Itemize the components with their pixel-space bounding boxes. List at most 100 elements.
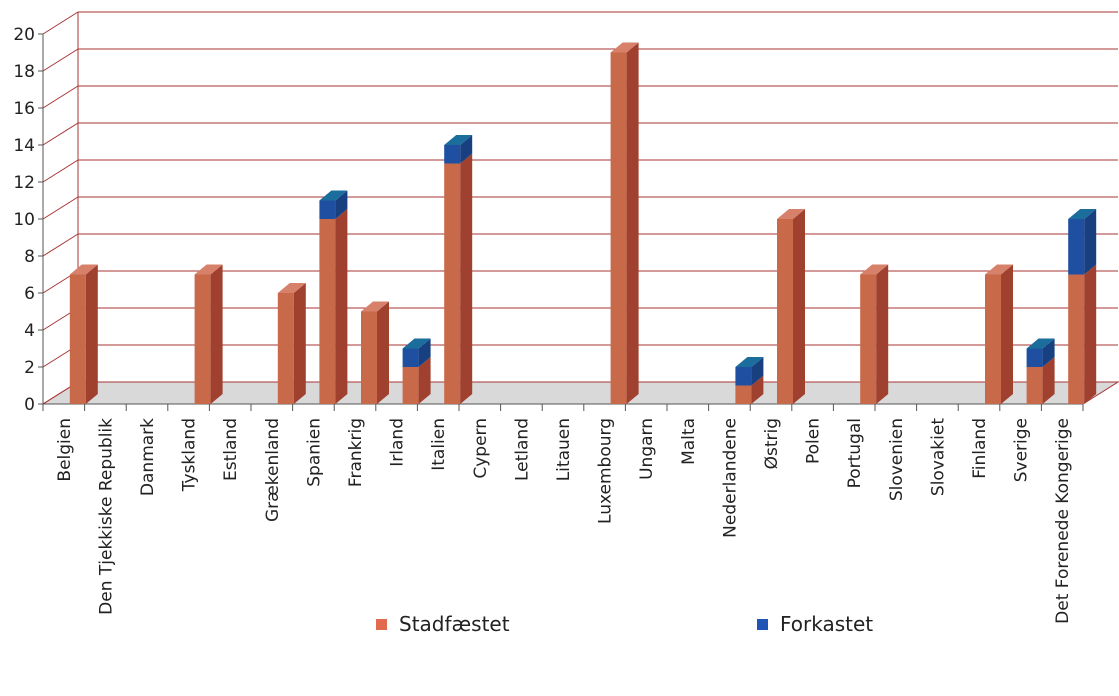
bar-front xyxy=(1026,367,1043,404)
bar-top xyxy=(402,338,431,349)
bar-top xyxy=(985,264,1013,275)
bar-segment xyxy=(444,135,473,164)
bar-segment xyxy=(777,209,805,404)
bar-side xyxy=(210,264,223,404)
bar-top xyxy=(1026,338,1055,349)
y-tick-label: 18 xyxy=(13,62,35,82)
bar-segment xyxy=(319,190,348,219)
bar-top xyxy=(277,283,306,293)
bar-side xyxy=(418,338,431,367)
bar-segment xyxy=(860,264,889,404)
bar-side xyxy=(460,153,473,404)
y-axis-ticks: 0 2 4 6 8 10 12 14 16 18 20 xyxy=(13,25,44,415)
x-tick-label: Danmark xyxy=(138,418,158,496)
x-tick-label: Italien xyxy=(429,418,449,471)
bar-front xyxy=(860,274,877,404)
x-tick-label: Letland xyxy=(512,418,532,481)
bar-side xyxy=(335,190,348,219)
x-tick-label: Nederlandene xyxy=(720,418,740,538)
bar-side xyxy=(1001,264,1013,404)
legend-item-stadfaestet: Stadfæstet xyxy=(376,612,510,636)
legend-item-forkastet: Forkastet xyxy=(757,612,873,636)
bar-front xyxy=(1068,219,1085,275)
y-tick-label: 6 xyxy=(24,284,35,304)
bar-top xyxy=(735,357,764,367)
legend-label-stadfaestet: Stadfæstet xyxy=(399,612,510,636)
y-tick-label: 10 xyxy=(13,210,35,230)
bar-side xyxy=(1084,209,1097,275)
x-tick-label: Sverige xyxy=(1012,418,1032,482)
bar-side xyxy=(377,301,389,404)
y-tick-label: 2 xyxy=(24,358,35,378)
x-tick-label: Slovenien xyxy=(887,418,907,501)
bar-front xyxy=(402,367,419,404)
x-tick-label: Litauen xyxy=(554,418,574,481)
x-tick-label: Irland xyxy=(388,418,408,467)
gridlines xyxy=(42,11,1118,405)
bar-segment xyxy=(444,153,473,404)
x-tick-label: Polen xyxy=(804,418,824,464)
bar-front xyxy=(777,219,793,404)
x-tick-label: Tyskland xyxy=(180,418,200,492)
bar-side xyxy=(293,283,306,404)
bar-top xyxy=(444,135,473,145)
x-tick-label: Det Forenede Kongerige xyxy=(1053,418,1073,624)
x-axis-ticks: Belgien Den Tjekkiske Republik Danmark Tysk… xyxy=(42,403,1084,624)
x-tick-label: Malta xyxy=(679,418,699,465)
x-tick-label: Østrig xyxy=(762,418,782,469)
gridline-side xyxy=(42,85,79,109)
bar-segment xyxy=(402,357,431,404)
bar-front xyxy=(402,348,419,367)
bar-side xyxy=(85,264,98,404)
bar-top xyxy=(69,264,98,275)
x-tick-label: Luxembourg xyxy=(596,418,616,524)
bar-side xyxy=(1042,338,1055,367)
x-tick-label: Portugal xyxy=(845,418,865,488)
bar-side xyxy=(418,357,431,404)
x-tick-label: Slovakiet xyxy=(928,418,948,496)
x-tick-label: Cypern xyxy=(471,418,491,479)
bar-segment xyxy=(402,338,431,367)
bar-front xyxy=(735,367,752,386)
bar-front xyxy=(985,274,1001,404)
bar-front xyxy=(277,293,294,404)
bar-front xyxy=(69,274,86,404)
bar-segment xyxy=(69,264,98,404)
bar-front xyxy=(444,163,461,404)
bar-side xyxy=(1084,264,1097,404)
bar-side xyxy=(1042,357,1055,404)
y-tick-label: 16 xyxy=(13,99,35,119)
bar-segment xyxy=(1068,209,1097,275)
x-tick-label: Spanien xyxy=(304,418,324,487)
bar-top xyxy=(319,190,348,201)
bar-side xyxy=(626,42,639,404)
bar-top xyxy=(610,42,639,53)
x-tick-label: Finland xyxy=(970,418,990,479)
bar-segment xyxy=(735,375,764,404)
y-tick-label: 8 xyxy=(24,247,35,267)
bar-segment xyxy=(319,209,348,404)
bar-side xyxy=(335,209,348,404)
gridline-side xyxy=(42,11,79,35)
gridline-side xyxy=(42,233,79,257)
bar-front xyxy=(319,200,336,219)
y-tick-label: 14 xyxy=(13,136,35,156)
bar-front xyxy=(610,52,627,404)
bar-top xyxy=(860,264,889,275)
bar-segment xyxy=(194,264,223,404)
gridline-side xyxy=(42,159,79,183)
bar-segment xyxy=(1026,338,1055,367)
x-tick-label: Ungarn xyxy=(637,418,657,480)
bar-side xyxy=(460,135,473,164)
x-tick-label: Belgien xyxy=(55,418,75,482)
bar-front xyxy=(1026,348,1043,367)
legend-swatch-forkastet xyxy=(757,618,768,630)
bar-segment xyxy=(610,42,639,404)
bar-front xyxy=(319,219,336,404)
bar-side xyxy=(751,375,764,404)
bar-front xyxy=(444,145,461,164)
bar-front xyxy=(735,385,752,404)
bars xyxy=(69,42,1097,404)
bar-segment xyxy=(1026,357,1055,404)
